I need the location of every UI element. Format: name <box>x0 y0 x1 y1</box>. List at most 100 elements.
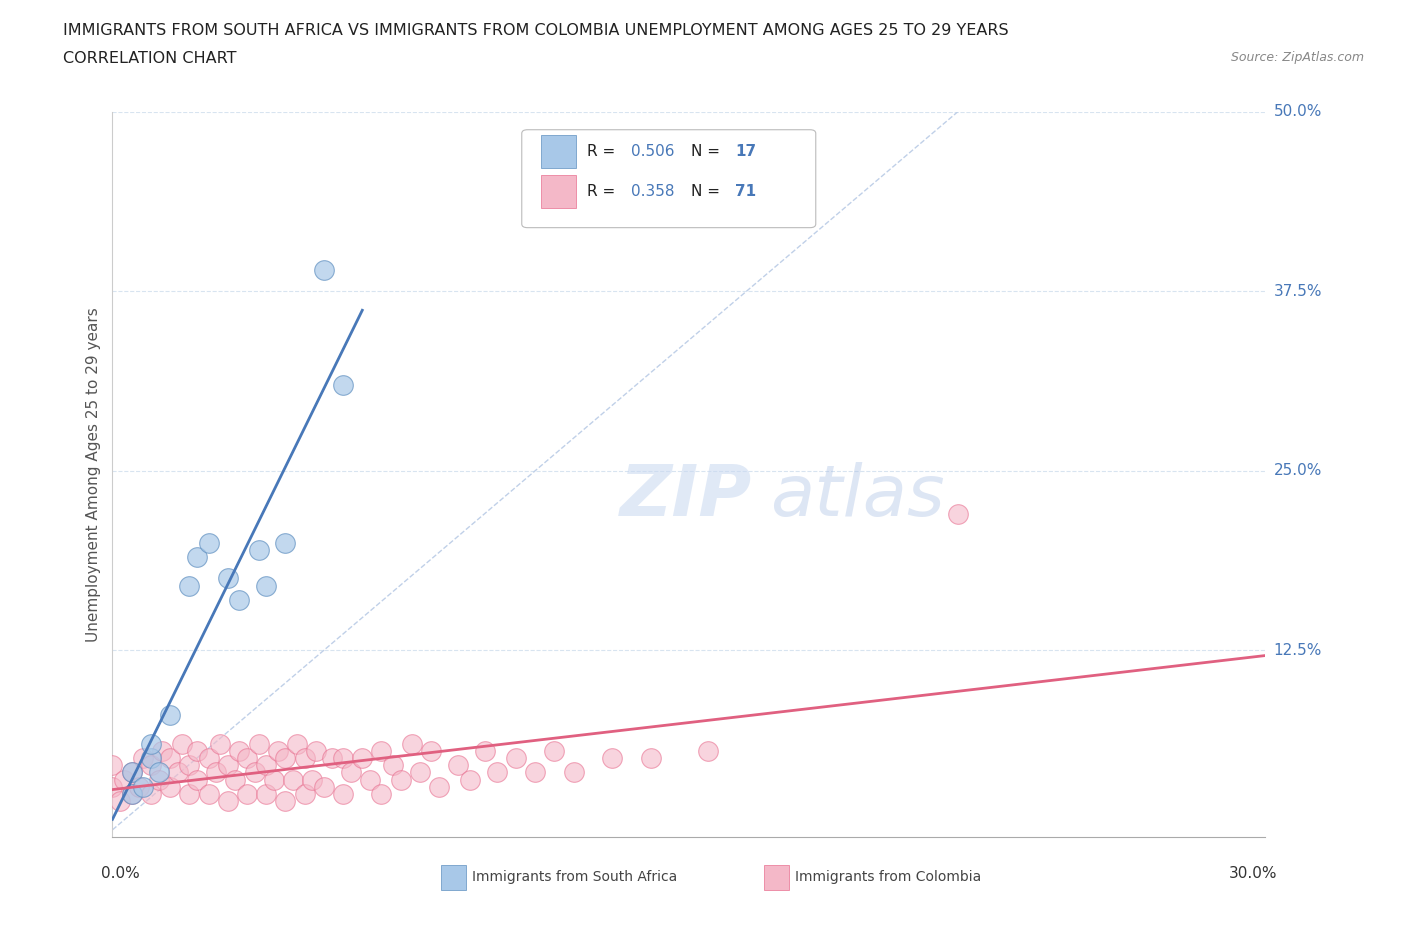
Point <box>101 758 124 773</box>
Point <box>640 751 662 765</box>
Point <box>108 793 131 808</box>
Point <box>332 751 354 765</box>
FancyBboxPatch shape <box>763 865 789 890</box>
Point <box>228 592 250 607</box>
Point <box>401 737 423 751</box>
Point <box>132 779 155 794</box>
Point <box>946 506 969 521</box>
Text: atlas: atlas <box>769 461 945 530</box>
Point <box>236 787 259 802</box>
Point <box>370 787 392 802</box>
FancyBboxPatch shape <box>441 865 467 890</box>
Point <box>263 772 285 787</box>
FancyBboxPatch shape <box>541 135 576 167</box>
Point <box>274 535 297 550</box>
Point <box>382 758 405 773</box>
Point <box>274 793 297 808</box>
Point <box>121 764 143 779</box>
Point <box>101 779 124 794</box>
Point <box>281 772 304 787</box>
Point <box>600 751 623 765</box>
Point <box>236 751 259 765</box>
Point <box>139 787 162 802</box>
Point <box>179 787 201 802</box>
Point <box>205 764 228 779</box>
Point <box>505 751 527 765</box>
Point <box>186 550 208 565</box>
Point <box>159 708 181 723</box>
Point <box>197 787 219 802</box>
Point <box>159 751 181 765</box>
Point <box>148 772 170 787</box>
Point <box>186 743 208 758</box>
Point <box>332 787 354 802</box>
Y-axis label: Unemployment Among Ages 25 to 29 years: Unemployment Among Ages 25 to 29 years <box>86 307 101 642</box>
Point <box>152 743 174 758</box>
Point <box>243 764 266 779</box>
Point <box>562 764 585 779</box>
Text: 17: 17 <box>735 144 756 159</box>
Point <box>247 542 270 557</box>
Point <box>312 779 335 794</box>
Point <box>148 764 170 779</box>
Point <box>166 764 188 779</box>
Point <box>274 751 297 765</box>
Text: 12.5%: 12.5% <box>1274 643 1322 658</box>
Point <box>197 535 219 550</box>
Point <box>420 743 443 758</box>
Point <box>186 772 208 787</box>
Point <box>254 787 277 802</box>
Text: 25.0%: 25.0% <box>1274 463 1322 478</box>
Point <box>474 743 496 758</box>
Text: 30.0%: 30.0% <box>1229 866 1277 881</box>
Text: R =: R = <box>588 184 620 199</box>
Point <box>301 772 323 787</box>
Point <box>409 764 432 779</box>
Point <box>305 743 328 758</box>
Text: 0.506: 0.506 <box>631 144 675 159</box>
Text: 71: 71 <box>735 184 756 199</box>
Point <box>121 787 143 802</box>
Point <box>524 764 547 779</box>
Point <box>427 779 450 794</box>
Point <box>217 758 239 773</box>
Point <box>139 758 162 773</box>
Point <box>294 787 316 802</box>
Point <box>128 779 150 794</box>
Point <box>294 751 316 765</box>
Text: Immigrants from Colombia: Immigrants from Colombia <box>794 870 981 884</box>
Text: Immigrants from South Africa: Immigrants from South Africa <box>472 870 678 884</box>
Point <box>139 737 162 751</box>
Point <box>321 751 343 765</box>
Point <box>132 751 155 765</box>
Point <box>247 737 270 751</box>
Point <box>370 743 392 758</box>
Text: R =: R = <box>588 144 620 159</box>
Point <box>112 772 135 787</box>
Point <box>254 758 277 773</box>
Point <box>224 772 246 787</box>
Point <box>159 779 181 794</box>
Text: IMMIGRANTS FROM SOUTH AFRICA VS IMMIGRANTS FROM COLOMBIA UNEMPLOYMENT AMONG AGES: IMMIGRANTS FROM SOUTH AFRICA VS IMMIGRAN… <box>63 23 1010 38</box>
Text: CORRELATION CHART: CORRELATION CHART <box>63 51 236 66</box>
Text: 0.358: 0.358 <box>631 184 675 199</box>
Point <box>285 737 308 751</box>
Point <box>217 793 239 808</box>
Point <box>139 751 162 765</box>
FancyBboxPatch shape <box>522 130 815 228</box>
Point <box>339 764 361 779</box>
Point <box>543 743 565 758</box>
Point <box>312 262 335 277</box>
Point <box>332 377 354 392</box>
Point <box>209 737 232 751</box>
Text: 0.0%: 0.0% <box>101 866 139 881</box>
Point <box>697 743 720 758</box>
Point <box>352 751 374 765</box>
FancyBboxPatch shape <box>541 175 576 207</box>
Text: 37.5%: 37.5% <box>1274 284 1322 299</box>
Text: Source: ZipAtlas.com: Source: ZipAtlas.com <box>1230 51 1364 64</box>
Point <box>179 578 201 593</box>
Point <box>170 737 193 751</box>
Point <box>447 758 470 773</box>
Point <box>389 772 412 787</box>
